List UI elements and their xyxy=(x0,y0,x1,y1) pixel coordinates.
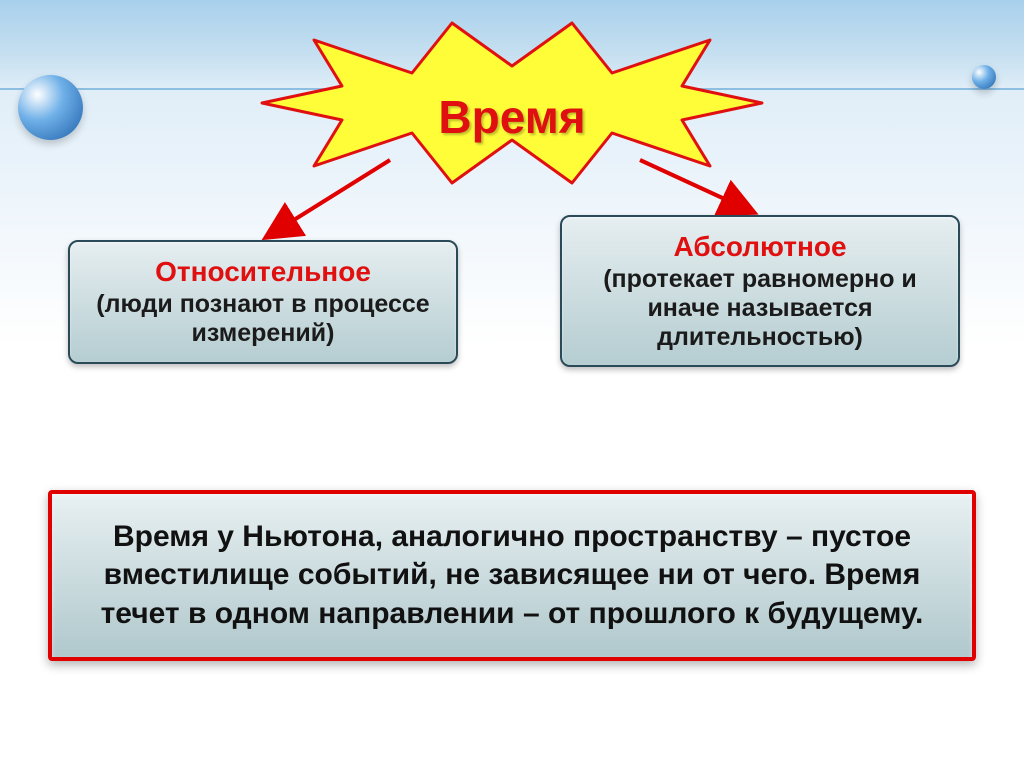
main-title: Время xyxy=(438,90,585,144)
summary-text: Время у Ньютона, аналогично пространству… xyxy=(82,518,942,633)
node-absolute-subtitle: (протекает равномерно и иначе называется… xyxy=(582,265,938,351)
node-absolute-title: Абсолютное xyxy=(582,231,938,263)
decorative-orb-small xyxy=(972,65,996,89)
node-absolute: Абсолютное (протекает равномерно и иначе… xyxy=(560,215,960,367)
title-star-banner: Время xyxy=(242,18,782,188)
node-relative: Относительное (люди познают в процессе и… xyxy=(68,240,458,364)
summary-box: Время у Ньютона, аналогично пространству… xyxy=(48,490,976,661)
decorative-orb-large xyxy=(18,75,83,140)
node-relative-subtitle: (люди познают в процессе измерений) xyxy=(90,290,436,348)
node-relative-title: Относительное xyxy=(90,256,436,288)
